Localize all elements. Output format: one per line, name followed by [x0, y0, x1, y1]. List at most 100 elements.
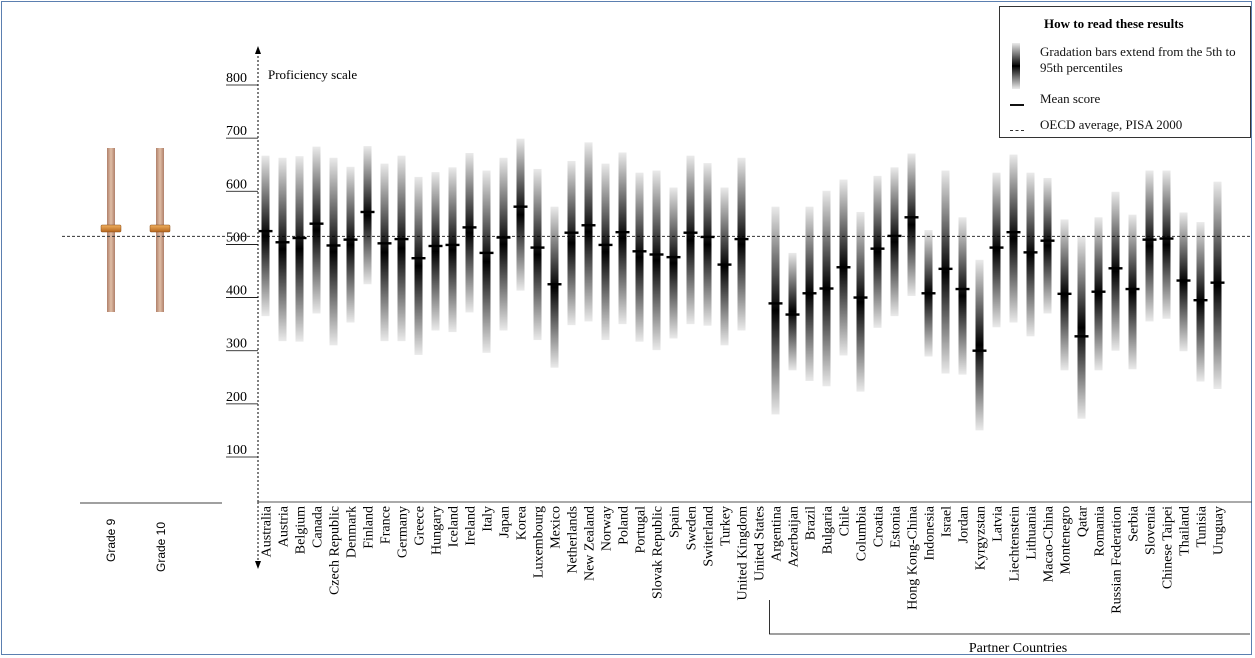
- y-axis: 100 200 300 400 500 600 700 800 Proficiency scal…: [226, 46, 1252, 569]
- percentile-bar: [635, 172, 644, 342]
- y-tick-label: 600: [226, 177, 247, 192]
- country-label: Macao-China: [1042, 505, 1057, 582]
- country-label: Portugal: [634, 506, 649, 554]
- country-label: Thailand: [1178, 506, 1193, 556]
- mean-score-marker: [1108, 267, 1123, 270]
- country-label: Greece: [413, 506, 428, 546]
- percentile-bar: [1111, 191, 1120, 351]
- mean-score-marker: [1125, 287, 1140, 291]
- y-tick-label: 400: [226, 284, 247, 299]
- country-label: Chinese Taipei: [1161, 506, 1176, 589]
- mean-score-marker: [1057, 292, 1072, 296]
- percentile-bar: [737, 157, 746, 331]
- mean-score-marker: [496, 236, 511, 239]
- mean-score-marker: [326, 244, 341, 247]
- country-label: Canada: [311, 505, 326, 548]
- country-label: United Kingdom: [736, 506, 751, 601]
- grade-9-mean-marker: [100, 224, 122, 233]
- mean-score-marker: [462, 226, 477, 229]
- country-label: Finland: [362, 506, 377, 549]
- country-label: Kyrgyzstan: [974, 506, 989, 570]
- percentile-bar: [261, 155, 270, 317]
- mean-score-marker: [700, 235, 715, 239]
- mean-score-marker: [1040, 239, 1055, 242]
- legend-mean-text: Mean score: [1040, 91, 1101, 106]
- country-label: Lithuania: [1025, 505, 1040, 559]
- percentile-bar: [941, 170, 950, 374]
- country-label: Spain: [668, 506, 683, 538]
- country-label: Tunisia: [1195, 505, 1210, 547]
- grade-9-label: Grade 9: [104, 518, 118, 562]
- grade-10-mean-marker: [149, 224, 171, 233]
- mean-score-marker: [887, 234, 902, 238]
- y-axis-up-arrow: [255, 46, 261, 54]
- percentile-bar: [890, 167, 899, 317]
- mean-score-marker: [530, 246, 545, 249]
- mean-score-marker: [428, 244, 443, 248]
- percentile-bar: [1128, 214, 1137, 370]
- country-label: Turkey: [719, 506, 734, 546]
- mean-score-marker: [904, 216, 919, 219]
- mean-score-marker: [1176, 279, 1191, 282]
- country-label: Brazil: [804, 506, 819, 540]
- partner-bracket: Partner Countries: [769, 600, 1250, 656]
- country-label: France: [379, 506, 394, 544]
- country-label: Mexico: [549, 506, 564, 549]
- percentile-bar: [414, 176, 423, 355]
- mean-score-marker: [1006, 230, 1021, 234]
- percentile-bar: [703, 163, 712, 326]
- country-label: Latvia: [991, 505, 1006, 542]
- percentile-bar: [533, 168, 542, 341]
- country-label: Romania: [1093, 505, 1108, 556]
- percentile-bar: [397, 155, 406, 342]
- mean-score-marker: [411, 257, 426, 260]
- mean-score-marker: [1142, 238, 1157, 241]
- country-label: Australia: [260, 505, 275, 557]
- country-label: Czech Republic: [328, 506, 343, 595]
- mean-score-marker: [921, 292, 936, 295]
- percentile-bar: [499, 157, 508, 331]
- mean-score-marker: [1193, 299, 1208, 302]
- mean-score-marker: [870, 247, 885, 250]
- country-label: Qatar: [1076, 506, 1091, 537]
- country-label: Denmark: [345, 506, 360, 558]
- mean-score-marker: [989, 246, 1004, 249]
- percentile-bar: [448, 167, 457, 333]
- percentile-bar: [720, 187, 729, 346]
- country-label: Uruguay: [1212, 506, 1227, 555]
- country-label: Serbia: [1127, 505, 1142, 542]
- country-label: Croatia: [872, 505, 887, 547]
- percentile-bar: [788, 252, 797, 371]
- country-label: Slovenia: [1144, 505, 1159, 555]
- country-label: Argentina: [770, 505, 785, 562]
- country-label: New Zealand: [583, 506, 598, 581]
- percentile-bar: [958, 217, 967, 375]
- country-label: Korea: [515, 505, 530, 540]
- percentile-bar: [329, 157, 338, 346]
- percentile-bar: [584, 142, 593, 322]
- percentile-bar: [346, 166, 355, 323]
- y-tick-label: 300: [226, 337, 247, 352]
- mean-score-marker: [938, 267, 953, 271]
- country-label: Jordan: [957, 506, 972, 543]
- percentile-bar: [431, 172, 440, 331]
- country-label: Hong Kong-China: [906, 505, 921, 610]
- percentile-bar: [567, 160, 576, 326]
- mean-score-marker: [1159, 237, 1174, 240]
- percentile-bar: [278, 157, 287, 342]
- y-tick-label: 700: [226, 124, 247, 139]
- country-label: Liechtenstein: [1008, 506, 1023, 581]
- legend-gradation-swatch: [1012, 43, 1020, 89]
- percentile-bar: [363, 146, 372, 285]
- country-label: Bulgaria: [821, 505, 836, 554]
- mean-score-marker: [1091, 290, 1106, 293]
- percentile-bar: [907, 153, 916, 296]
- country-label: Chile: [838, 506, 853, 536]
- mean-score-marker: [479, 251, 494, 255]
- legend-title: How to read these results: [1044, 16, 1184, 31]
- mean-score-marker: [1210, 281, 1225, 284]
- mean-score-marker: [309, 222, 324, 225]
- y-tick-label: 200: [226, 390, 247, 405]
- country-label: Netherlands: [566, 506, 581, 574]
